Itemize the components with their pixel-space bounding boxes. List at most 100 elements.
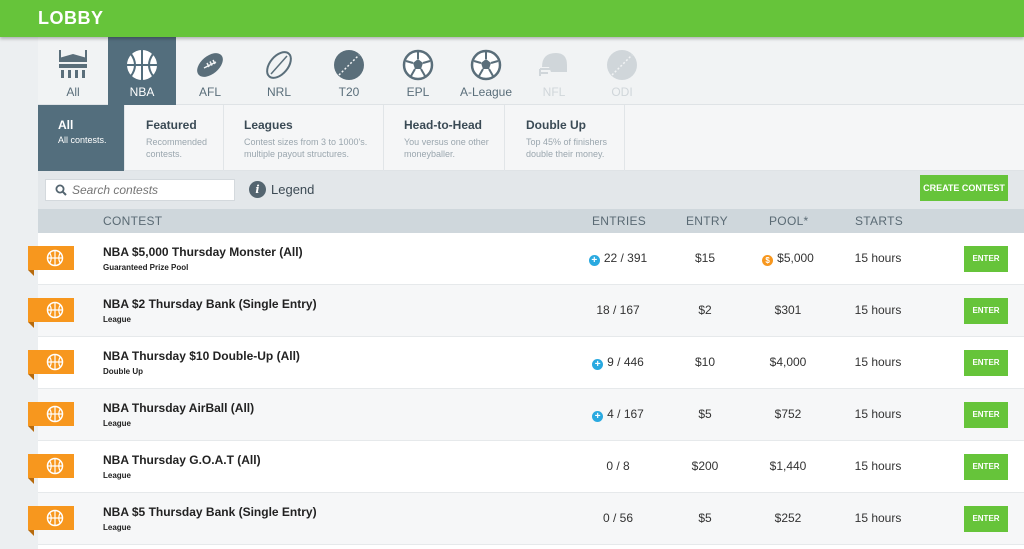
table-row[interactable]: NBA $5,000 Thursday Monster (All) Guaran… xyxy=(28,233,1024,285)
basketball-icon xyxy=(127,50,157,80)
enter-button[interactable]: ENTER xyxy=(964,246,1008,272)
column-header-entries[interactable]: ENTRIES xyxy=(592,214,647,228)
contest-entries: +4 / 167 xyxy=(568,407,668,422)
contest-entry-fee: $200 xyxy=(691,459,719,473)
contest-type: Guaranteed Prize Pool xyxy=(103,263,189,272)
sport-tabs: All NBA AFL NRL xyxy=(38,37,1024,105)
multi-entry-icon: + xyxy=(592,359,604,370)
contest-starts: 15 hours xyxy=(854,511,902,525)
filter-title: All xyxy=(58,118,74,132)
sport-label: AFL xyxy=(198,85,221,99)
contest-entry-fee: $5 xyxy=(698,407,712,421)
table-row[interactable]: NBA Thursday AirBall (All) League +4 / 1… xyxy=(28,389,1024,441)
table-row[interactable]: NBA $5 Thursday Bank (Single Entry) Leag… xyxy=(28,493,1024,545)
rugby-ball-icon xyxy=(266,51,292,79)
contest-name[interactable]: NBA Thursday AirBall (All) xyxy=(103,401,255,415)
multi-entry-icon: + xyxy=(588,255,600,266)
filter-description: Contest sizes from 3 to 1000's. multiple… xyxy=(244,137,368,159)
info-icon: i xyxy=(249,181,266,198)
stadium-icon xyxy=(59,50,87,78)
filter-title: Head-to-Head xyxy=(404,118,483,132)
legend-label: Legend xyxy=(271,182,315,197)
contest-flag xyxy=(28,454,74,484)
contest-pool: $1,440 xyxy=(769,459,807,473)
sport-label: NRL xyxy=(266,85,291,99)
contest-starts: 15 hours xyxy=(854,355,902,369)
filter-title: Double Up xyxy=(526,118,586,132)
contest-flag xyxy=(28,246,74,276)
contest-entries: 18 / 167 xyxy=(596,303,640,317)
contest-type: League xyxy=(103,523,132,532)
contest-entries: +9 / 446 xyxy=(568,355,668,370)
contest-pool: $752 xyxy=(774,407,802,421)
enter-button[interactable]: ENTER xyxy=(964,350,1008,376)
filter-tab-head-to-head[interactable]: Head-to-Head You versus one other moneyb… xyxy=(384,105,505,171)
filter-description: Recommended contests. xyxy=(146,137,208,159)
filter-description: Top 45% of finishers double their money. xyxy=(526,137,608,159)
column-header-entry[interactable]: ENTRY xyxy=(686,214,728,228)
basketball-icon xyxy=(46,353,64,371)
contest-pool: $301 xyxy=(774,303,802,317)
guaranteed-coin-icon: $ xyxy=(762,255,774,266)
tab-sport-a-league[interactable]: A-League xyxy=(452,37,520,105)
sport-label: All xyxy=(66,85,80,99)
soccer-ball-icon xyxy=(402,49,434,81)
filter-tab-featured[interactable]: Featured Recommended contests. xyxy=(125,105,224,171)
contest-type: League xyxy=(103,315,132,324)
contest-pool: $252 xyxy=(774,511,802,525)
filter-title: Leagues xyxy=(244,118,293,132)
column-header-pool[interactable]: POOL* xyxy=(769,214,809,228)
create-contest-button[interactable]: CREATE CONTEST xyxy=(920,175,1008,201)
tab-sport-nrl[interactable]: NRL xyxy=(244,37,314,105)
search-icon xyxy=(55,184,67,196)
filter-tab-double-up[interactable]: Double Up Top 45% of finishers double th… xyxy=(505,105,625,171)
contest-entry-fee: $15 xyxy=(694,251,716,265)
contest-entries: +22 / 391 xyxy=(568,251,668,266)
filter-tab-all[interactable]: All All contests. xyxy=(38,105,125,171)
tab-sport-all[interactable]: All xyxy=(38,37,108,105)
page-title: LOBBY xyxy=(38,8,104,28)
contest-name[interactable]: NBA Thursday G.O.A.T (All) xyxy=(103,453,261,467)
search-input[interactable] xyxy=(72,182,230,198)
contest-name[interactable]: NBA $5,000 Thursday Monster (All) xyxy=(103,245,303,259)
contest-flag xyxy=(28,506,74,536)
filter-title: Featured xyxy=(146,118,197,132)
contest-starts: 15 hours xyxy=(854,251,902,265)
contest-type: League xyxy=(103,471,132,480)
table-row[interactable]: NBA $2 Thursday Bank (Single Entry) Leag… xyxy=(28,285,1024,337)
table-row[interactable]: NBA Thursday G.O.A.T (All) League 0 / 8 … xyxy=(28,441,1024,493)
contest-entries: 0 / 8 xyxy=(606,459,630,473)
contest-flag xyxy=(28,402,74,432)
table-row[interactable]: NBA Thursday $10 Double-Up (All) Double … xyxy=(28,337,1024,389)
contest-name[interactable]: NBA $5 Thursday Bank (Single Entry) xyxy=(103,505,317,519)
multi-entry-icon: + xyxy=(592,411,604,422)
basketball-icon xyxy=(46,509,64,527)
enter-button[interactable]: ENTER xyxy=(964,506,1008,532)
contest-table-header: CONTEST ENTRIES ENTRY POOL* STARTS xyxy=(38,209,1024,233)
tab-sport-epl[interactable]: EPL xyxy=(384,37,452,105)
column-header-contest[interactable]: CONTEST xyxy=(103,214,163,228)
cricket-ball-icon xyxy=(607,50,637,80)
contest-name[interactable]: NBA $2 Thursday Bank (Single Entry) xyxy=(103,297,317,311)
basketball-icon xyxy=(46,249,64,267)
contest-entry-fee: $10 xyxy=(694,355,716,369)
enter-button[interactable]: ENTER xyxy=(964,454,1008,480)
filter-tab-leagues[interactable]: Leagues Contest sizes from 3 to 1000's. … xyxy=(224,105,384,171)
column-header-starts[interactable]: STARTS xyxy=(855,214,904,228)
tab-sport-nfl: NFL xyxy=(520,37,588,105)
enter-button[interactable]: ENTER xyxy=(964,298,1008,324)
contest-starts: 15 hours xyxy=(854,303,902,317)
basketball-icon xyxy=(46,457,64,475)
filter-description: All contests. xyxy=(58,135,107,145)
top-bar: LOBBY xyxy=(0,0,1024,37)
tab-sport-nba[interactable]: NBA xyxy=(108,37,176,105)
tab-sport-t20[interactable]: T20 xyxy=(314,37,384,105)
filter-description: You versus one other moneyballer. xyxy=(404,137,489,159)
contest-filter-tabs: All All contests. Featured Recommended c… xyxy=(38,105,1024,171)
enter-button[interactable]: ENTER xyxy=(964,402,1008,428)
contest-entry-fee: $5 xyxy=(698,511,712,525)
search-toolbar: i Legend CREATE CONTEST xyxy=(38,171,1024,209)
sport-label: NFL xyxy=(542,85,566,99)
contest-name[interactable]: NBA Thursday $10 Double-Up (All) xyxy=(103,349,300,363)
tab-sport-afl[interactable]: AFL xyxy=(176,37,244,105)
